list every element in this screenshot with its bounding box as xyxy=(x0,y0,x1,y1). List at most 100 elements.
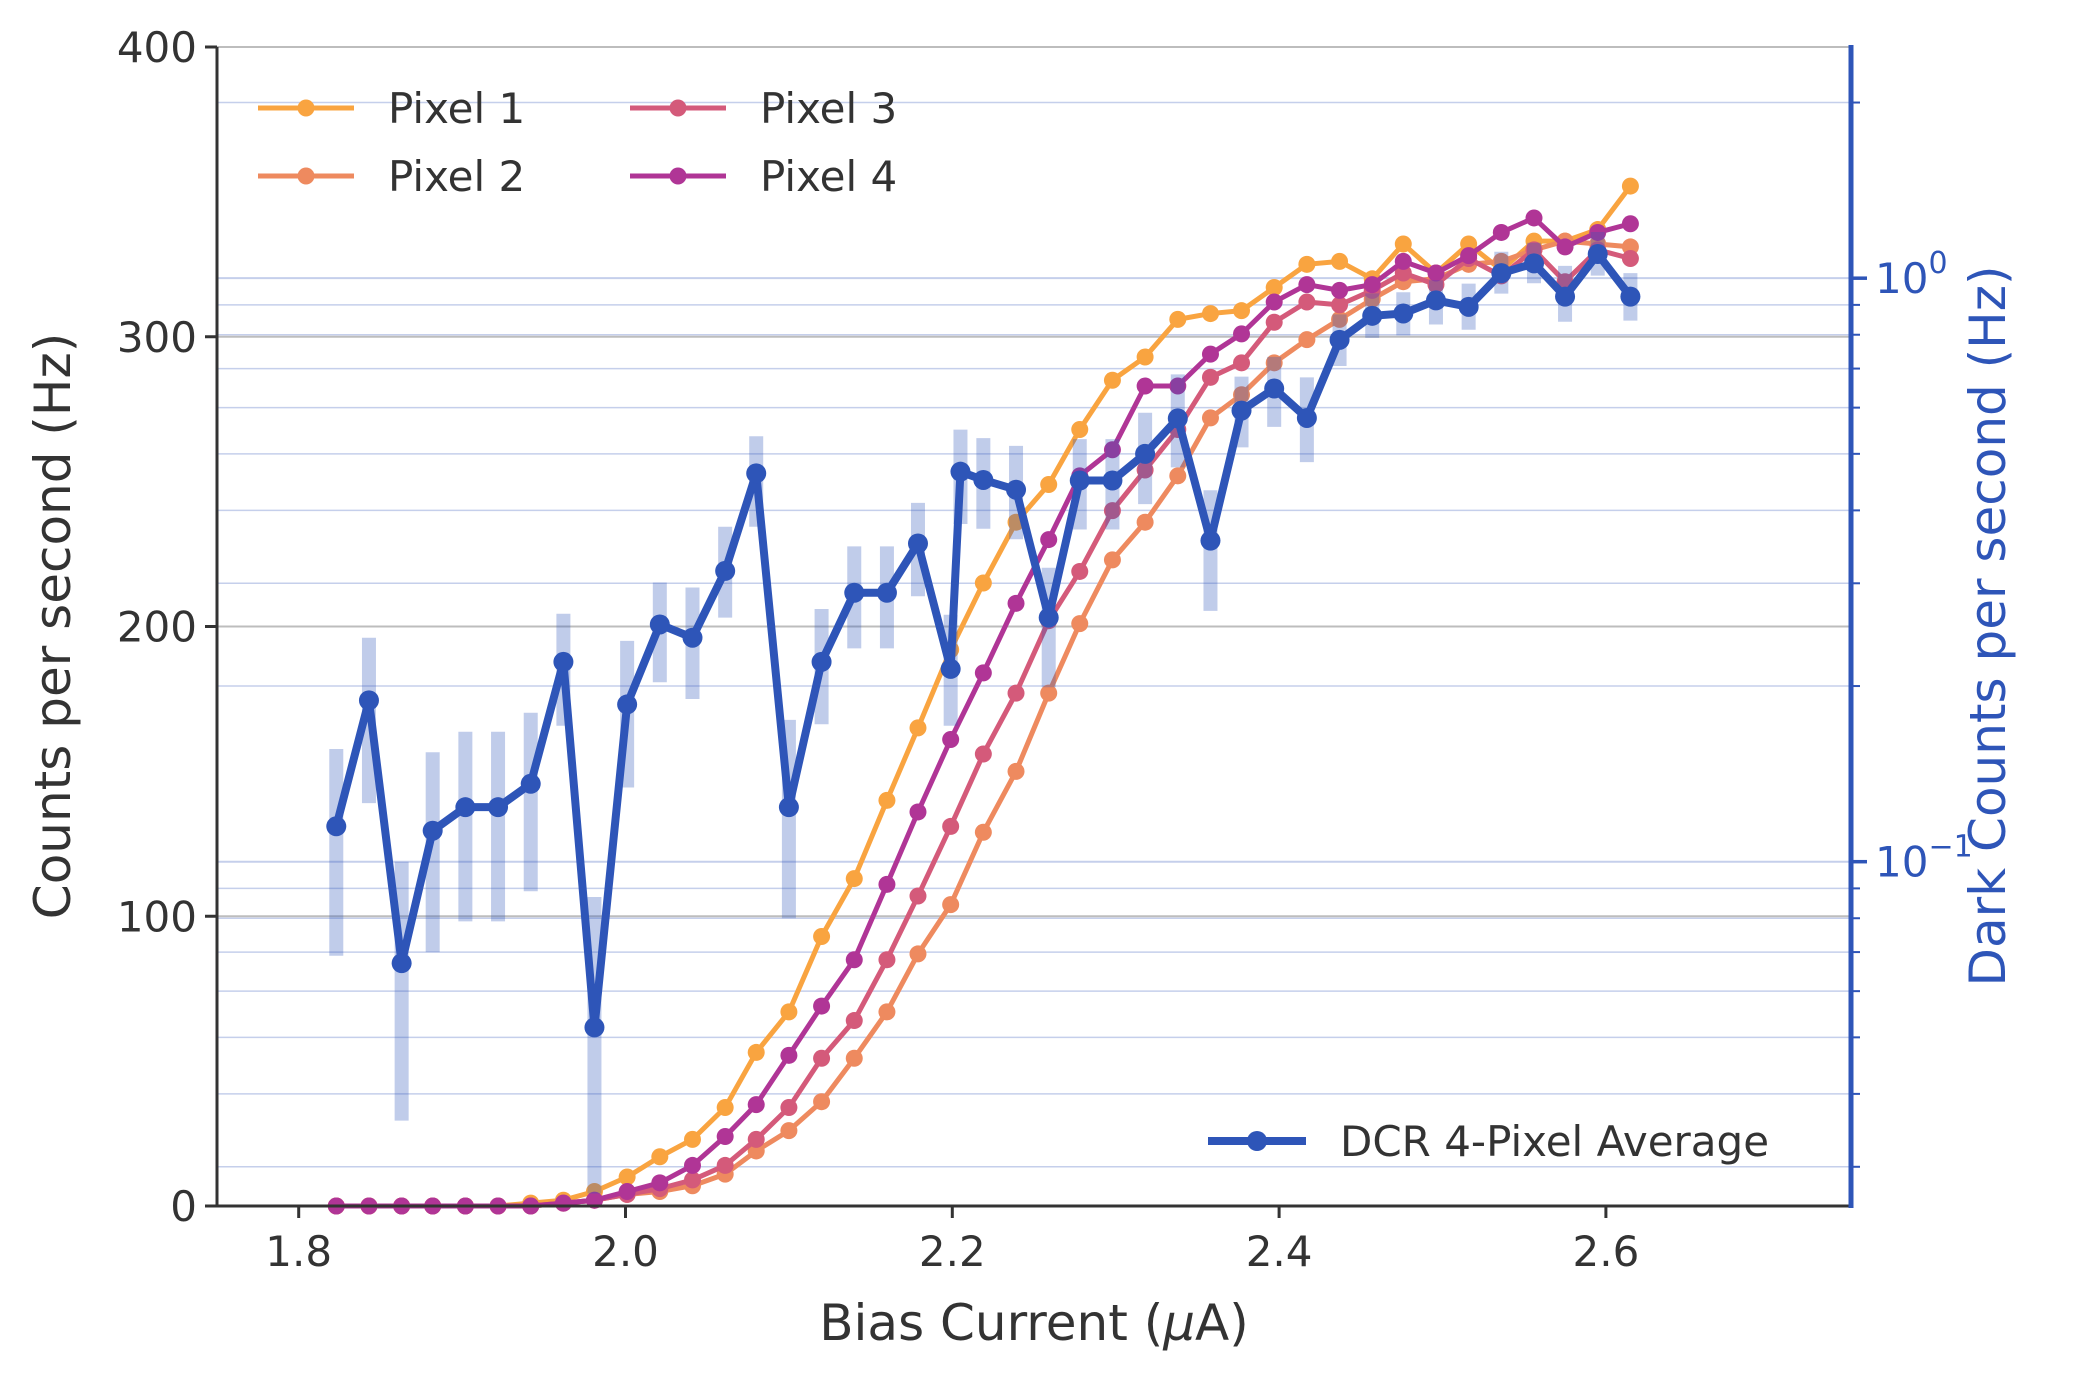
data-point xyxy=(1103,551,1121,569)
data-point xyxy=(488,797,509,818)
legend-label: Pixel 4 xyxy=(760,152,897,201)
data-point xyxy=(878,1003,896,1021)
data-point xyxy=(391,953,412,974)
data-point xyxy=(1007,594,1025,612)
data-point xyxy=(326,816,347,837)
data-point xyxy=(1491,263,1512,284)
data-point xyxy=(1363,276,1381,294)
legend-item-pixel-2: Pixel 2 xyxy=(258,152,525,201)
data-point xyxy=(942,817,960,835)
data-point xyxy=(1427,264,1445,282)
pixel-legend: Pixel 1 Pixel 2 Pixel 3 Pixel 4 xyxy=(258,84,897,201)
data-point xyxy=(1331,281,1349,299)
y-tick-label: 100 xyxy=(117,892,197,941)
legend-item-pixel-1: Pixel 1 xyxy=(258,84,525,133)
y-tick-label: 200 xyxy=(117,603,197,652)
data-point xyxy=(1331,310,1349,328)
data-point xyxy=(1103,502,1121,520)
x-axis-title-prefix: Bias Current ( xyxy=(819,1294,1163,1352)
data-point xyxy=(1040,684,1058,702)
data-point xyxy=(1525,209,1543,227)
y2-tick-exponent: −1 xyxy=(1928,830,1972,865)
series-line xyxy=(336,184,1633,1209)
data-point xyxy=(845,870,863,888)
data-point xyxy=(876,582,897,603)
data-point xyxy=(1136,348,1154,366)
data-point xyxy=(974,574,992,592)
data-point xyxy=(909,719,927,737)
x-tick-label: 2.6 xyxy=(1573,1227,1640,1276)
data-point xyxy=(617,694,638,715)
data-point xyxy=(1331,252,1349,270)
data-point xyxy=(1296,407,1317,428)
data-point xyxy=(1492,223,1510,241)
data-point xyxy=(1233,354,1251,372)
data-point xyxy=(1425,290,1446,311)
data-point xyxy=(746,463,767,484)
data-point xyxy=(358,690,379,711)
y2-tick-label: 10−1 xyxy=(1875,830,1973,887)
data-point xyxy=(909,945,927,963)
series-line xyxy=(336,215,1632,1209)
data-point xyxy=(907,533,928,554)
data-point xyxy=(1071,562,1089,580)
x-axis-title-mu: μ xyxy=(1162,1294,1195,1352)
data-point xyxy=(1621,215,1639,233)
data-point xyxy=(974,745,992,763)
data-point xyxy=(878,875,896,893)
data-point xyxy=(1040,531,1058,549)
data-point xyxy=(683,1130,701,1148)
data-point xyxy=(1169,467,1187,485)
data-point xyxy=(1298,293,1316,311)
data-point xyxy=(844,582,865,603)
data-point xyxy=(651,1174,669,1192)
legend-item-pixel-4: Pixel 4 xyxy=(630,152,897,201)
x-tick-label: 1.8 xyxy=(265,1227,332,1276)
data-point xyxy=(747,1043,765,1061)
data-point xyxy=(1201,305,1219,323)
x-axis-title-suffix: A) xyxy=(1195,1294,1249,1352)
legend-label: Pixel 2 xyxy=(388,152,525,201)
data-point xyxy=(813,997,831,1015)
data-point xyxy=(1264,378,1285,399)
data-point xyxy=(1298,276,1316,294)
data-point xyxy=(813,1049,831,1067)
data-point xyxy=(1136,377,1154,395)
data-point xyxy=(747,1096,765,1114)
data-point xyxy=(1231,400,1252,421)
data-point xyxy=(1265,313,1283,331)
data-point xyxy=(1458,296,1479,317)
legend-swatch-marker xyxy=(297,99,315,117)
data-point xyxy=(1103,371,1121,389)
data-point xyxy=(682,627,703,648)
data-point xyxy=(651,1148,669,1166)
data-point xyxy=(942,731,960,749)
data-point xyxy=(909,803,927,821)
y-tick-label: 400 xyxy=(117,23,197,72)
data-point xyxy=(909,887,927,905)
data-point xyxy=(1069,470,1090,491)
data-point xyxy=(1103,441,1121,459)
data-point xyxy=(1040,476,1058,494)
data-point xyxy=(845,1049,863,1067)
data-point xyxy=(618,1168,636,1186)
series-line xyxy=(332,250,1634,1032)
data-point xyxy=(1136,461,1154,479)
data-point xyxy=(585,1191,603,1209)
data-point xyxy=(813,928,831,946)
data-point xyxy=(780,1003,798,1021)
data-point xyxy=(1524,253,1545,274)
data-point xyxy=(1169,377,1187,395)
data-point xyxy=(1201,345,1219,363)
data-point xyxy=(1167,408,1188,429)
y2-axis-title: Dark Counts per second (Hz) xyxy=(1959,266,2017,987)
data-point xyxy=(520,773,541,794)
data-point xyxy=(780,1046,798,1064)
data-point xyxy=(811,651,832,672)
data-point xyxy=(878,791,896,809)
data-point xyxy=(1556,238,1574,256)
data-point xyxy=(780,1122,798,1140)
data-point xyxy=(1200,530,1221,551)
x-axis-ticks: 1.8 2.0 2.2 2.4 2.6 xyxy=(265,1206,1639,1276)
